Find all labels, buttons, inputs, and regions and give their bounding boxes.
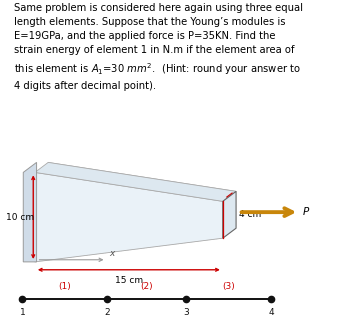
Text: 4: 4 — [268, 309, 274, 317]
Text: 2: 2 — [105, 309, 110, 317]
Text: x: x — [110, 249, 115, 258]
Text: 4 cm: 4 cm — [239, 210, 262, 219]
Polygon shape — [223, 191, 236, 238]
Text: 10 cm: 10 cm — [6, 213, 34, 222]
Text: (2): (2) — [140, 282, 153, 291]
Polygon shape — [35, 172, 223, 262]
Text: 3: 3 — [183, 309, 189, 317]
Text: (1): (1) — [58, 282, 71, 291]
Polygon shape — [23, 163, 37, 262]
Text: (3): (3) — [222, 282, 235, 291]
Polygon shape — [35, 163, 236, 201]
Text: 15 cm: 15 cm — [115, 276, 143, 285]
Text: P: P — [302, 207, 309, 217]
Text: 1: 1 — [20, 309, 25, 317]
Text: Same problem is considered here again using three equal
length elements. Suppose: Same problem is considered here again us… — [14, 3, 303, 90]
